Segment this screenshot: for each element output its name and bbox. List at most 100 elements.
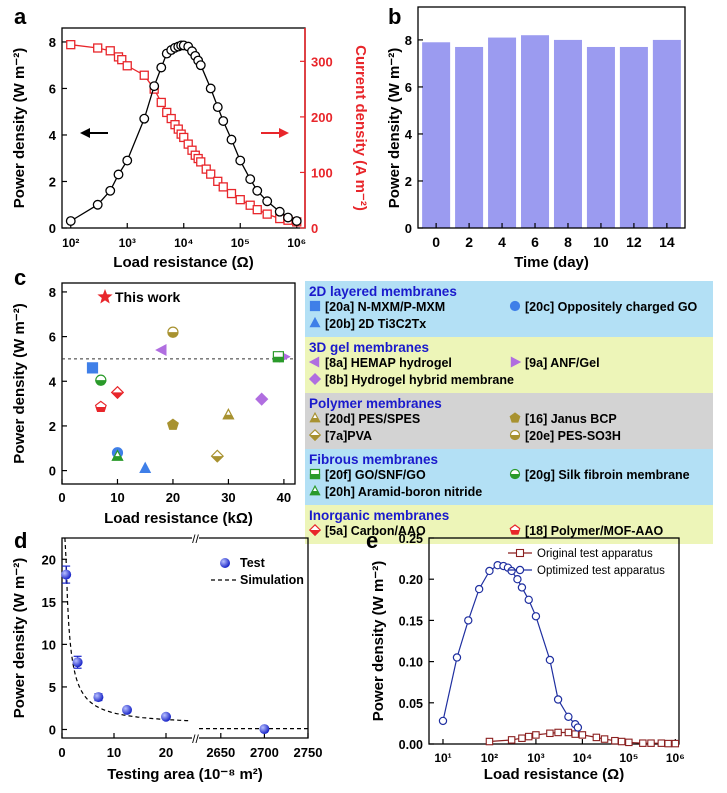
original-point	[647, 739, 655, 747]
y-tick-label-a: 8	[49, 35, 56, 50]
x-tick-label-c: 10	[110, 490, 124, 505]
current-density-point	[117, 55, 127, 65]
panel-label-e: e	[366, 528, 378, 553]
original-point	[657, 739, 666, 747]
legend-group-title: Polymer membranes	[309, 396, 442, 411]
y2-axis-title-a: Current density (A m⁻²)	[352, 45, 369, 211]
panel-label-b: b	[388, 4, 401, 29]
x-tick-label-b: 6	[531, 234, 539, 250]
bar	[586, 46, 615, 229]
marker-shape	[255, 392, 269, 406]
optimized-point	[573, 723, 583, 732]
optimized-point	[485, 566, 494, 576]
marker-shape	[309, 300, 321, 312]
axes-frame-e	[428, 537, 680, 745]
legend-marker	[509, 429, 521, 441]
data-point	[155, 344, 167, 356]
marker-shape	[309, 474, 321, 480]
y-axis-title-d: Power density (W m⁻²)	[11, 558, 28, 718]
x-tick-label-c: 0	[58, 490, 65, 505]
legend-group-bg	[305, 393, 713, 449]
x-tick-label-c: 30	[221, 490, 235, 505]
y-tick-label-e: 0.05	[399, 697, 423, 711]
y-tick-label-c: 8	[49, 285, 56, 300]
marker-shape	[166, 418, 179, 430]
original-point	[617, 737, 626, 746]
x-tick-label-b: 0	[432, 234, 440, 250]
power-density-point	[274, 206, 285, 217]
marker-shape	[309, 316, 321, 328]
y2-tick-label-a: 300	[311, 54, 333, 69]
legend-marker	[309, 484, 321, 496]
data-point	[222, 408, 235, 420]
legend-marker	[309, 300, 321, 312]
power-density-point	[156, 62, 167, 73]
legend-test-label: Test	[240, 556, 266, 570]
legend-marker	[308, 428, 322, 442]
legend-marker	[510, 356, 522, 368]
legend-marker	[309, 316, 321, 328]
x-tick-label-c: 20	[166, 490, 180, 505]
legend-test-marker	[220, 558, 230, 568]
legend-item-label: [5a] Carbon/AAO	[325, 524, 426, 538]
legend-original-label: Original test apparatus	[537, 548, 653, 560]
optimized-point	[464, 616, 473, 625]
simulation-curve	[64, 537, 192, 722]
x-tick-label-b: 14	[659, 234, 675, 250]
legend-group-bg	[305, 449, 713, 505]
current-density-point	[262, 209, 272, 219]
test-point	[122, 704, 132, 715]
legend-item-label: [20h] Aramid-boron nitride	[325, 485, 482, 499]
bar	[455, 46, 484, 229]
current-density-point	[139, 70, 149, 80]
y-tick-label-b: 0	[405, 221, 412, 236]
power-density-point	[291, 216, 302, 226]
legend-item-label: [20c] Oppositely charged GO	[525, 300, 698, 314]
bar	[619, 46, 648, 229]
current-density-point	[206, 169, 216, 179]
legend-sim-label: Simulation	[240, 573, 304, 587]
y-tick-label-d: 10	[42, 637, 56, 652]
data-point	[111, 449, 124, 461]
x-tick-label-e: 10⁵	[619, 751, 638, 765]
marker-shape	[510, 356, 522, 368]
original-point	[524, 732, 533, 741]
y-tick-label-e: 0.15	[399, 614, 423, 628]
bar	[652, 39, 681, 229]
x-axis-title-d: Testing area (10⁻⁸ m²)	[107, 766, 263, 783]
data-point	[95, 374, 107, 386]
marker-shape	[95, 406, 107, 412]
axis-break-top: //	[192, 532, 199, 546]
current-density-point	[252, 205, 262, 215]
original-point	[664, 739, 672, 748]
x-tick-label-e: 10³	[527, 751, 544, 765]
legend-marker	[509, 300, 521, 312]
y-axis-title-a: Power density (W m⁻²)	[11, 48, 28, 208]
original-point	[546, 729, 554, 738]
y-tick-label-a: 2	[49, 174, 56, 189]
legend-item-label: [18] Polymer/MOF-AAO	[525, 524, 663, 538]
legend-marker	[308, 356, 320, 368]
data-point	[255, 392, 269, 406]
x-tick-label-b: 8	[564, 234, 572, 250]
marker-shape	[510, 530, 520, 535]
x-tick-label-a: 10³	[119, 236, 136, 250]
power-density-point	[195, 60, 206, 71]
legend-item-label: [16] Janus BCP	[525, 412, 617, 426]
data-point	[167, 326, 179, 338]
legend-original-marker	[515, 548, 525, 558]
marker-shape	[155, 344, 167, 356]
marker-shape	[272, 356, 284, 363]
legend-marker	[509, 412, 521, 423]
legend-marker	[309, 468, 321, 480]
optimized-point	[524, 595, 533, 605]
legend-item-label: [20f] GO/SNF/GO	[325, 468, 426, 482]
legend-marker	[308, 372, 322, 386]
current-density-point	[122, 61, 132, 71]
marker-shape	[309, 491, 321, 496]
y-tick-label-b: 2	[405, 174, 412, 189]
legend-item-label: [9a] ANF/Gel	[525, 356, 600, 370]
x-tick-label-d: 2650	[206, 745, 235, 760]
power-density-point	[283, 212, 293, 223]
